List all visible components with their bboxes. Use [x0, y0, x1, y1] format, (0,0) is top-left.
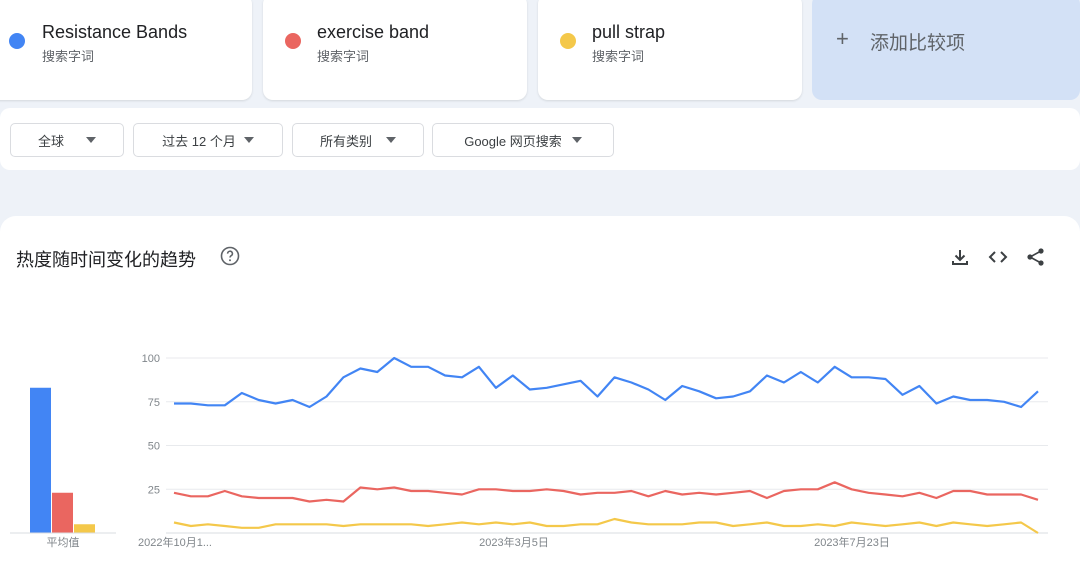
download-icon[interactable]	[949, 246, 971, 268]
share-icon[interactable]	[1025, 246, 1047, 268]
term-name: pull strap	[592, 22, 666, 42]
region-filter[interactable]: 全球	[10, 123, 124, 157]
average-bar	[52, 492, 73, 533]
help-icon[interactable]	[220, 246, 240, 266]
term-name: Resistance Bands	[42, 22, 188, 42]
search-source-filter[interactable]: Google 网页搜索	[432, 123, 614, 157]
x-tick-label: 2022年10月1...	[138, 535, 212, 549]
x-tick-label: 2023年7月23日	[814, 535, 890, 549]
dropdown-caret-icon	[86, 137, 96, 143]
category-filter-label: 所有类别	[319, 133, 372, 149]
chart-title: 热度随时间变化的趋势	[16, 250, 196, 270]
period-filter[interactable]: 过去 12 个月	[133, 123, 283, 157]
y-tick-label: 25	[148, 484, 160, 496]
average-bar	[74, 524, 95, 533]
term-color-dot	[285, 33, 301, 49]
period-filter-label: 过去 12 个月	[162, 133, 236, 149]
category-filter[interactable]: 所有类别	[292, 123, 424, 157]
y-tick-label: 100	[142, 353, 160, 365]
average-bar	[30, 387, 51, 533]
region-filter-label: 全球	[37, 133, 64, 149]
term-color-dot	[560, 33, 576, 49]
add-comparison-label: 添加比较项	[870, 33, 966, 54]
dropdown-caret-icon	[386, 137, 396, 143]
average-label: 平均值	[47, 536, 80, 549]
y-tick-label: 75	[148, 397, 160, 409]
dropdown-caret-icon	[571, 137, 582, 143]
search-source-filter-label: Google 网页搜索	[464, 133, 562, 149]
term-card-3[interactable]: pull strap 搜索字词	[538, 0, 802, 100]
filter-bar: 全球 过去 12 个月 所有类别 Google 网页搜索	[0, 108, 1080, 170]
term-color-dot	[9, 33, 25, 49]
term-type: 搜索字词	[592, 49, 645, 64]
series-line	[173, 517, 1039, 534]
term-type: 搜索字词	[42, 49, 95, 64]
x-tick-label: 2023年3月5日	[479, 535, 549, 549]
term-card-2[interactable]: exercise band 搜索字词	[263, 0, 527, 100]
series-line	[173, 481, 1039, 503]
embed-code-icon[interactable]	[987, 246, 1009, 268]
add-comparison-button[interactable]: + 添加比较项	[812, 0, 1080, 100]
interest-over-time-chart: 100 75 50 25 2022年10月1... 2023年3月5日 2023年7月23日…	[10, 353, 1048, 549]
dropdown-caret-icon	[243, 137, 254, 143]
term-card-1[interactable]: Resistance Bands 搜索字词	[0, 0, 252, 100]
term-name: exercise band	[317, 22, 430, 42]
series-line	[174, 356, 1039, 409]
y-tick-label: 50	[148, 441, 160, 453]
term-type: 搜索字词	[317, 49, 370, 64]
plus-icon: +	[836, 26, 849, 51]
interest-over-time-card: 热度随时间变化的趋势 100 75 50 25 2022年10月1... 2023年3月5…	[0, 216, 1080, 568]
